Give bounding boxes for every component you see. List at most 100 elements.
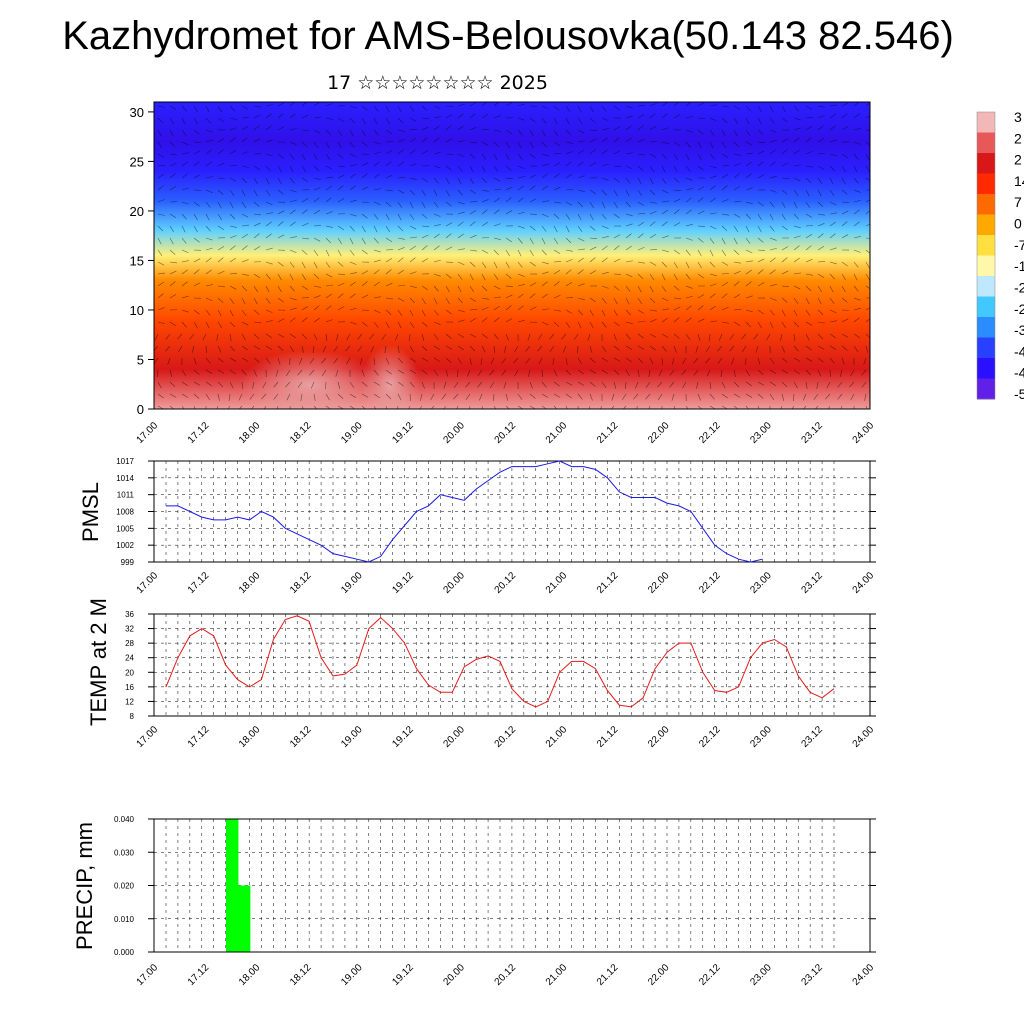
wind-barb <box>841 210 849 215</box>
wind-barb <box>277 297 284 303</box>
wind-barb <box>301 345 304 353</box>
x-tick-label: 22.12 <box>697 962 723 988</box>
pmsl-grid <box>148 460 876 563</box>
wind-barb <box>781 321 786 329</box>
wind-barb <box>841 309 850 311</box>
wind-barb <box>633 393 639 400</box>
wind-barb <box>693 369 699 376</box>
x-tick-label: 17.12 <box>186 962 212 988</box>
wind-barb <box>277 273 282 281</box>
wind-barb <box>193 381 201 386</box>
wind-barb <box>337 185 344 191</box>
wind-barb <box>729 345 735 352</box>
wind-barb <box>297 369 303 376</box>
wind-barb <box>421 357 429 362</box>
wind-barb <box>721 273 729 275</box>
wind-barb <box>541 117 547 124</box>
wind-barb <box>649 233 657 239</box>
wind-barb <box>757 225 762 233</box>
wind-barb <box>757 105 762 113</box>
wind-barb <box>757 405 760 409</box>
wind-barb <box>525 357 531 364</box>
wind-barb <box>433 259 441 263</box>
wind-barb <box>793 245 800 251</box>
wind-barb <box>671 393 675 401</box>
wind-barb <box>229 189 235 196</box>
wind-barb <box>277 113 284 119</box>
wind-barb <box>753 333 759 340</box>
x-tick-label: 18.00 <box>237 420 263 446</box>
wind-barb <box>397 189 405 194</box>
wind-barb <box>649 125 657 131</box>
wind-barb <box>733 105 741 110</box>
wind-barb <box>637 309 645 314</box>
wind-barb <box>313 197 320 203</box>
wind-barb <box>169 321 177 327</box>
wind-barb <box>397 129 405 132</box>
wind-barb <box>384 345 387 353</box>
wind-barb <box>649 201 657 204</box>
wind-barb <box>721 185 728 191</box>
wind-barb <box>769 201 775 208</box>
wind-barb <box>205 176 213 179</box>
wind-barb <box>565 117 570 125</box>
wind-barb <box>469 405 471 409</box>
wind-barb <box>802 393 807 401</box>
wind-barb <box>469 126 477 131</box>
wind-barb <box>745 381 753 387</box>
wind-barb <box>313 165 320 172</box>
wind-barb <box>373 105 379 112</box>
wind-barb <box>286 369 291 377</box>
wind-barb <box>549 333 555 340</box>
wind-barb <box>229 257 236 263</box>
wind-barb <box>157 173 165 179</box>
wind-barb <box>781 345 785 353</box>
wind-barb <box>397 257 404 263</box>
wind-barb <box>637 357 644 364</box>
wind-barb <box>181 269 188 275</box>
wind-barb <box>817 285 823 293</box>
wind-barb <box>157 225 164 232</box>
wind-barb <box>829 212 837 215</box>
wind-barb <box>565 129 572 136</box>
wind-barb <box>253 273 261 279</box>
wind-barb <box>481 333 488 339</box>
wind-barb <box>625 357 632 363</box>
wind-barb <box>373 309 381 314</box>
wind-barb <box>313 209 320 215</box>
x-tick-label: 21.12 <box>595 724 621 750</box>
wind-barb <box>433 137 440 143</box>
wind-barb <box>769 175 777 179</box>
wind-barb <box>157 272 165 275</box>
wind-barb <box>625 345 633 350</box>
wind-barb <box>229 164 237 167</box>
y-tick-label: 30 <box>130 105 144 120</box>
wind-barb <box>853 297 861 301</box>
wind-barb <box>577 237 585 242</box>
wind-barb <box>661 357 663 365</box>
wind-barb <box>805 165 813 168</box>
wind-barb <box>397 247 405 251</box>
wind-barb <box>685 153 690 161</box>
wind-barb <box>241 357 249 362</box>
wind-barb <box>217 321 223 329</box>
wind-barb <box>793 213 799 220</box>
wind-barb <box>489 381 495 389</box>
wind-barb <box>229 225 237 228</box>
wind-barb <box>325 197 332 203</box>
wind-barb <box>169 369 173 377</box>
wind-barb <box>241 381 244 389</box>
wind-barb <box>553 294 561 299</box>
wind-barb <box>637 222 645 227</box>
wind-barb <box>853 189 861 193</box>
wind-barb <box>805 333 810 341</box>
wind-barb <box>745 225 750 233</box>
wind-barb <box>517 103 525 107</box>
wind-barb <box>649 333 657 338</box>
wind-barb <box>157 249 163 256</box>
y-tick-label: 5 <box>137 352 144 367</box>
wind-barb <box>229 105 236 112</box>
wind-barb <box>805 345 812 351</box>
wind-barb <box>277 221 284 227</box>
